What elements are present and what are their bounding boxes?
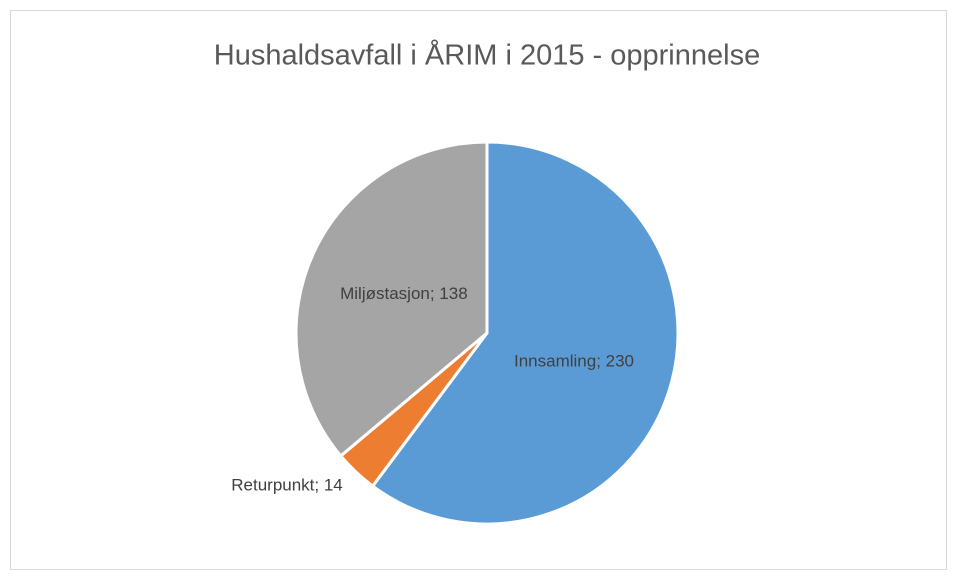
- pie-slice: [294, 140, 489, 459]
- data-label: Miljøstasjon; 138: [340, 284, 468, 303]
- pie-slice: [370, 140, 680, 526]
- data-label: Innsamling; 230: [514, 351, 634, 370]
- chart-title: Hushaldsavfall i ÅRIM i 2015 - opprinnel…: [214, 39, 760, 72]
- data-label: Returpunkt; 14: [231, 475, 343, 494]
